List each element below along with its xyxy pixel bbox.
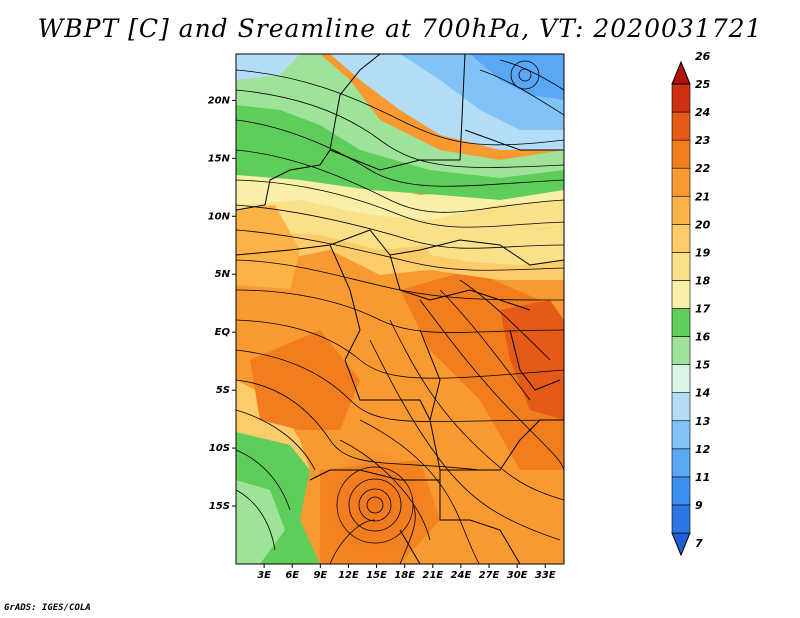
lon-tick-label: 3E: [257, 570, 271, 581]
colorbar-swatch: [671, 504, 691, 534]
colorbar-swatch: [671, 280, 691, 309]
longitude-axis: 3E 6E 9E 12E 15E 18E 21E 24E 27E 30E 33E: [257, 564, 556, 581]
colorbar-swatch: [671, 364, 691, 393]
country-borders: [236, 54, 564, 564]
colorbar-min-arrow: [671, 532, 691, 557]
lat-tick-label: 5S: [216, 385, 230, 396]
lat-tick-label: EQ: [215, 327, 231, 338]
map-title: WBPT [C] and Sreamline at 700hPa, VT: 20…: [37, 14, 763, 43]
colorbar-label: 7: [695, 537, 703, 550]
colorbar-label: 23: [695, 134, 711, 147]
lon-tick-label: 27E: [479, 570, 500, 581]
colorbar-swatch: [671, 111, 691, 141]
lat-tick-label: 10S: [209, 443, 230, 454]
colorbar-swatch: [671, 420, 691, 450]
lon-tick-label: 15E: [366, 570, 387, 581]
colorbar-label: 15: [695, 359, 711, 372]
lon-tick-label: 24E: [451, 570, 472, 581]
grads-credit: GrADS: IGES/COLA: [4, 603, 91, 613]
colorbar-label: 13: [695, 415, 711, 428]
colorbar-swatch: [671, 252, 691, 281]
colorbar-label: 12: [695, 443, 711, 456]
colorbar-label: 24: [695, 106, 710, 119]
colorbar-max-arrow: [671, 60, 691, 85]
colorbar-swatch: [671, 336, 691, 365]
colorbar-label: 14: [695, 387, 710, 400]
colorbar-label: 26: [695, 50, 711, 63]
colorbar-swatch: [671, 476, 691, 506]
colorbar-label: 18: [695, 274, 711, 287]
lon-tick-label: 9E: [313, 570, 327, 581]
lon-tick-label: 21E: [422, 570, 443, 581]
lat-tick-label: 20N: [208, 95, 231, 106]
colorbar-label: 11: [695, 471, 710, 484]
lat-tick-label: 10N: [208, 211, 231, 222]
colorbar-swatch: [671, 392, 691, 422]
lat-tick-label: 15N: [208, 153, 231, 164]
colorbar-swatch: [671, 83, 691, 113]
lon-tick-label: 33E: [535, 570, 556, 581]
colorbar-label: 17: [695, 303, 711, 316]
colorbar-label: 9: [695, 499, 703, 512]
colorbar-label: 19: [695, 246, 711, 259]
lon-tick-label: 6E: [285, 570, 299, 581]
colorbar-label: 25: [695, 78, 711, 91]
colorbar-label: 22: [695, 162, 711, 175]
latitude-axis: 20N 15N 10N 5N EQ 5S 10S 15S: [208, 95, 236, 512]
colorbar-label: 16: [695, 331, 711, 344]
colorbar-swatch: [671, 167, 691, 197]
colorbar-swatch: [671, 195, 691, 225]
lat-tick-label: 5N: [215, 269, 231, 280]
colorbar-swatch: [671, 139, 691, 169]
lat-tick-label: 15S: [209, 501, 230, 512]
colorbar-swatch: [671, 448, 691, 478]
colorbar-swatch: [671, 308, 691, 337]
colorbar-label: 21: [695, 190, 710, 203]
lon-tick-label: 30E: [507, 570, 528, 581]
map-frame: [235, 53, 565, 565]
lon-tick-label: 18E: [394, 570, 415, 581]
lon-tick-label: 12E: [338, 570, 359, 581]
colorbar-swatch: [671, 224, 691, 253]
colorbar-label: 20: [695, 218, 711, 231]
